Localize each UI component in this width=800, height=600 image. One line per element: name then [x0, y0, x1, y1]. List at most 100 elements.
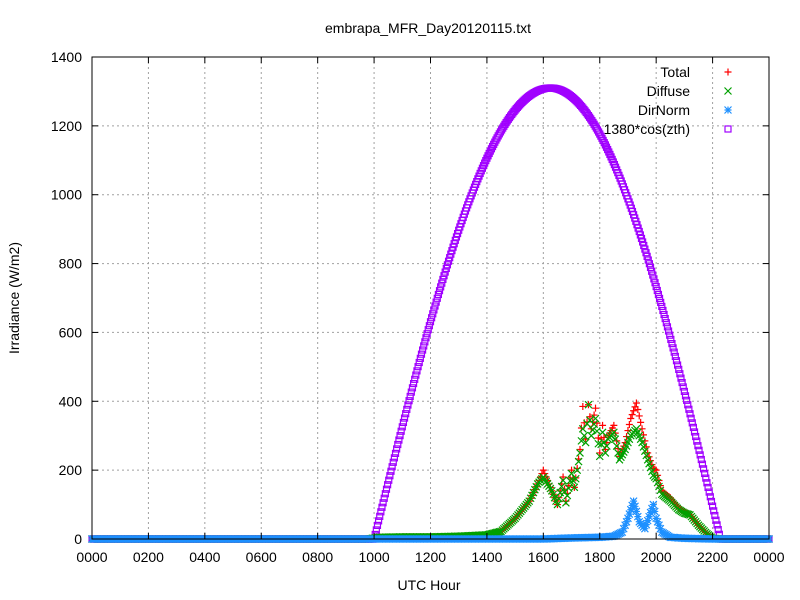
dirnorm-point: [631, 502, 639, 511]
legend-label-1380-cos-zth: 1380*cos(zth): [604, 121, 690, 137]
x-tick-label: 1000: [359, 549, 390, 565]
legend: Total Diffuse DirNorm 1380*cos(zth): [604, 64, 732, 137]
grid: [92, 57, 769, 539]
y-tick-label: 800: [59, 256, 83, 272]
1380-cos-zth-point: [696, 451, 704, 459]
1380-cos-zth-point: [381, 490, 389, 498]
y-tick-label: 1000: [51, 187, 82, 203]
dirnorm-point: [619, 524, 628, 533]
1380-cos-zth-point: [373, 521, 382, 529]
1380-cos-zth-point: [692, 432, 700, 441]
1380-cos-zth-point: [706, 493, 714, 501]
dirnorm-point: [656, 524, 665, 533]
1380-cos-zth-point: [652, 283, 660, 291]
diffuse-point: [563, 491, 572, 500]
x-tick-label: 0200: [133, 549, 164, 565]
y-tick-label: 1400: [51, 49, 82, 65]
dirnorm-point: [625, 510, 634, 518]
1380-cos-zth-point: [432, 298, 440, 306]
dirnorm-point: [649, 500, 658, 509]
series-total: [88, 399, 773, 543]
1380-cos-zth-point: [382, 485, 391, 493]
total-point: [634, 405, 642, 413]
diffuse-point: [601, 449, 610, 457]
1380-cos-zth-point: [690, 428, 699, 436]
total-point: [632, 399, 640, 407]
1380-cos-zth-point: [389, 458, 397, 466]
total-point: [635, 412, 643, 420]
1380-cos-zth-point: [684, 401, 692, 409]
dirnorm-point: [645, 512, 654, 521]
1380-cos-zth-point: [409, 379, 418, 388]
dirnorm-point: [629, 497, 638, 506]
dirnorm-point: [628, 501, 637, 510]
1380-cos-zth-point: [694, 442, 702, 450]
total-point: [568, 466, 576, 474]
1380-cos-zth-point: [664, 327, 673, 335]
1380-cos-zth-point: [399, 418, 408, 427]
y-tick-label: 600: [59, 324, 83, 340]
1380-cos-zth-point: [422, 334, 430, 342]
1380-cos-zth-point: [428, 314, 436, 322]
diffuse-point: [683, 510, 692, 518]
1380-cos-zth-point: [434, 290, 442, 299]
1380-cos-zth-point: [421, 338, 429, 346]
1380-cos-zth-point: [386, 472, 394, 480]
legend-marker-total: [724, 68, 732, 76]
1380-cos-zth-point: [660, 310, 668, 319]
1380-cos-zth-point: [702, 474, 710, 482]
1380-cos-zth-point: [653, 286, 661, 295]
diffuse-point: [567, 469, 576, 478]
diffuse-point: [539, 473, 548, 481]
diffuse-point: [591, 414, 600, 423]
diffuse-point: [546, 484, 555, 493]
1380-cos-zth-point: [405, 397, 413, 405]
1380-cos-zth-point: [644, 256, 652, 264]
1380-cos-zth-point: [649, 271, 657, 279]
y-tick-label: 1200: [51, 118, 82, 134]
1380-cos-zth-point: [412, 371, 420, 379]
1380-cos-zth-point: [657, 298, 665, 306]
1380-cos-zth-point: [710, 507, 718, 515]
diffuse-point: [639, 442, 648, 451]
1380-cos-zth-point: [387, 467, 395, 475]
1380-cos-zth-point: [674, 361, 682, 369]
1380-cos-zth-point: [420, 342, 428, 350]
total-point: [628, 411, 636, 419]
1380-cos-zth-point: [430, 306, 438, 314]
dirnorm-point: [646, 508, 655, 517]
1380-cos-zth-point: [372, 526, 380, 534]
1380-cos-zth-point: [600, 139, 608, 147]
dirnorm-point: [626, 505, 635, 514]
1380-cos-zth-point: [398, 423, 406, 431]
diffuse-point: [584, 400, 593, 409]
1380-cos-zth-point: [439, 275, 447, 284]
1380-cos-zth-point: [442, 264, 450, 273]
1380-cos-zth-point: [407, 388, 415, 396]
1380-cos-zth-point: [435, 287, 444, 295]
diffuse-point: [590, 420, 599, 429]
1380-cos-zth-point: [711, 511, 719, 520]
legend-label-diffuse: Diffuse: [647, 83, 691, 99]
1380-cos-zth-point: [681, 392, 690, 400]
1380-cos-zth-point: [658, 302, 666, 311]
1380-cos-zth-point: [391, 449, 400, 457]
dirnorm-point: [653, 517, 662, 526]
x-tick-label: 2200: [697, 549, 728, 565]
diffuse-point: [638, 438, 646, 447]
total-point: [637, 418, 645, 426]
1380-cos-zth-point: [602, 143, 611, 151]
total-point: [644, 449, 652, 457]
diffuse-point: [595, 452, 604, 461]
1380-cos-zth-point: [390, 454, 398, 462]
1380-cos-zth-point: [678, 378, 686, 387]
1380-cos-zth-point: [394, 440, 402, 449]
1380-cos-zth-point: [698, 460, 707, 468]
chart-title: embrapa_MFR_Day20120115.txt: [325, 20, 531, 36]
diffuse-point: [581, 438, 590, 447]
diffuse-point: [612, 442, 621, 450]
diffuse-point: [681, 509, 690, 518]
diffuse-point: [598, 428, 607, 437]
total-point: [586, 413, 594, 421]
total-point: [625, 421, 633, 429]
